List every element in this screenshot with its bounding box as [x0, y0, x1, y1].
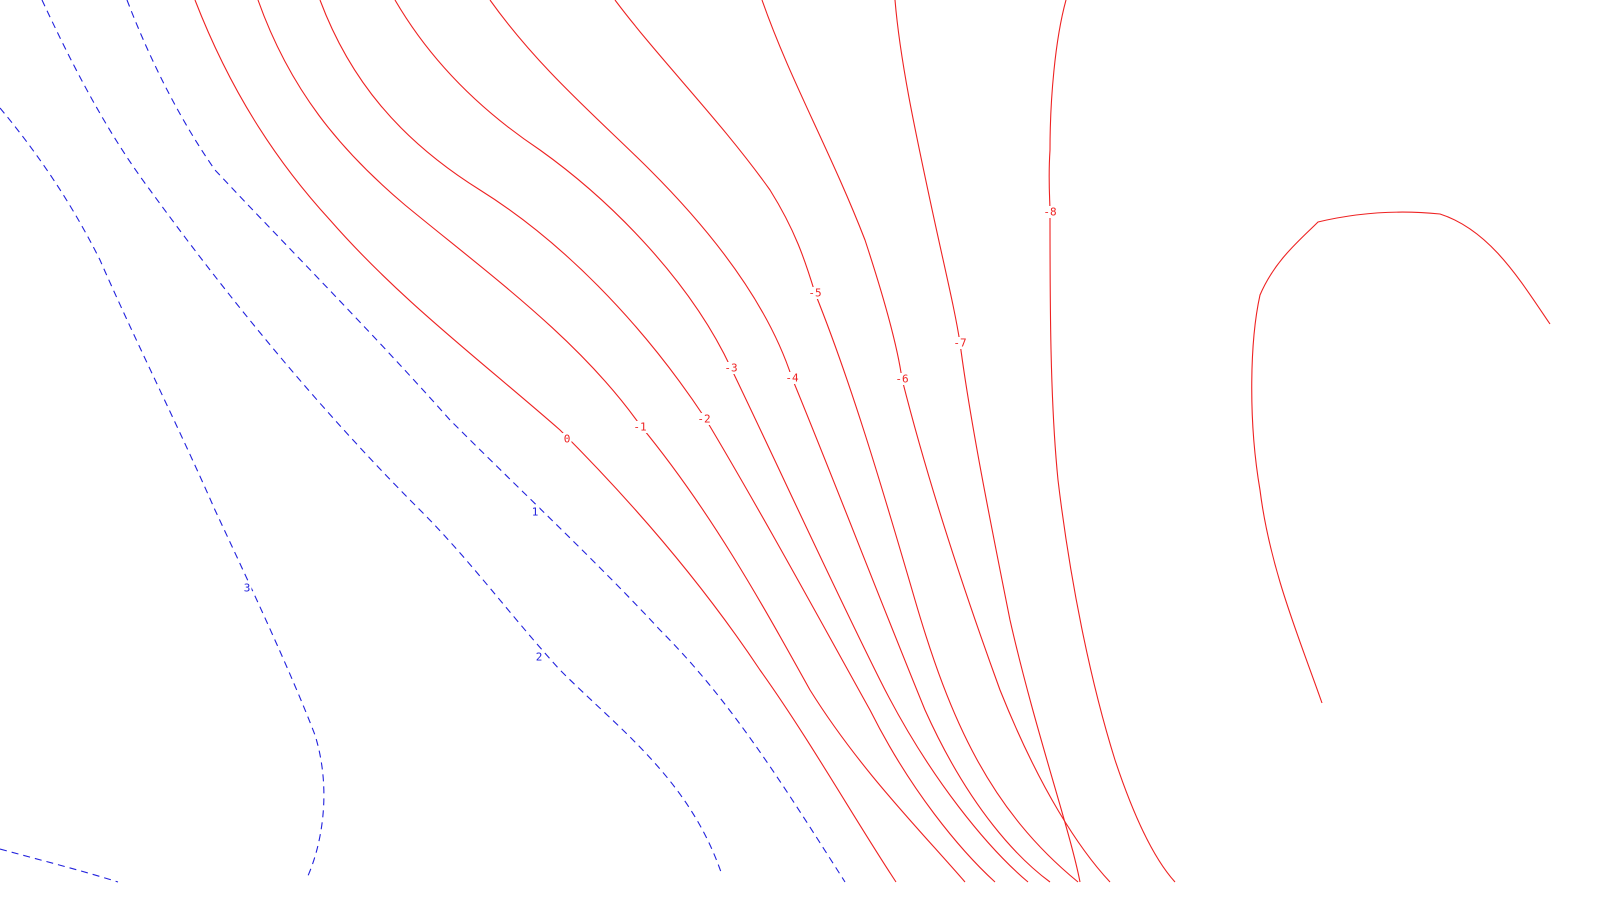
contour-line-neg7: [894, 0, 1081, 883]
contour-labels: 3 2 1 0 -1 -2 -3 -4 -5 -6 -7 -8: [242, 206, 1058, 664]
contour-line-neg9: [1251, 211, 1551, 704]
contour-label-bg: [242, 582, 252, 594]
contour-label-bg: [534, 651, 544, 663]
contour-label-3: 3: [244, 582, 251, 595]
contour-label-bg: [952, 337, 968, 349]
contour-label-neg1: -1: [633, 421, 646, 434]
contour-label-neg2: -2: [697, 413, 710, 426]
contour-line-neg6: [761, 0, 1111, 883]
contour-label-neg3: -3: [724, 362, 737, 375]
contour-label-bg: [894, 373, 910, 385]
contour-label-bg: [807, 287, 823, 299]
contour-label-neg8: -8: [1043, 206, 1056, 219]
contour-label-neg6: -6: [895, 373, 908, 386]
contour-line-3-2: [0, 848, 119, 883]
contour-label-bg: [784, 372, 800, 384]
contour-line-neg5: [614, 0, 1079, 883]
contour-label-2: 2: [536, 651, 543, 664]
contour-label-bg: [632, 421, 648, 433]
contour-label-1: 1: [532, 506, 539, 519]
contour-label-bg: [530, 506, 540, 518]
contour-label-bg: [1042, 206, 1058, 218]
contour-label-0: 0: [564, 433, 571, 446]
contour-line-2: [41, 0, 723, 876]
contour-label-neg4: -4: [785, 372, 799, 385]
contour-label-neg5: -5: [808, 287, 821, 300]
contour-label-bg: [696, 413, 712, 425]
contour-line-0: [194, 0, 897, 883]
contour-line-3-1: [0, 107, 325, 879]
contour-label-bg: [562, 433, 572, 445]
contour-line-neg8: [1048, 0, 1176, 883]
contour-label-neg7: -7: [953, 337, 966, 350]
contour-line-1: [126, 0, 846, 883]
contour-label-bg: [723, 362, 739, 374]
